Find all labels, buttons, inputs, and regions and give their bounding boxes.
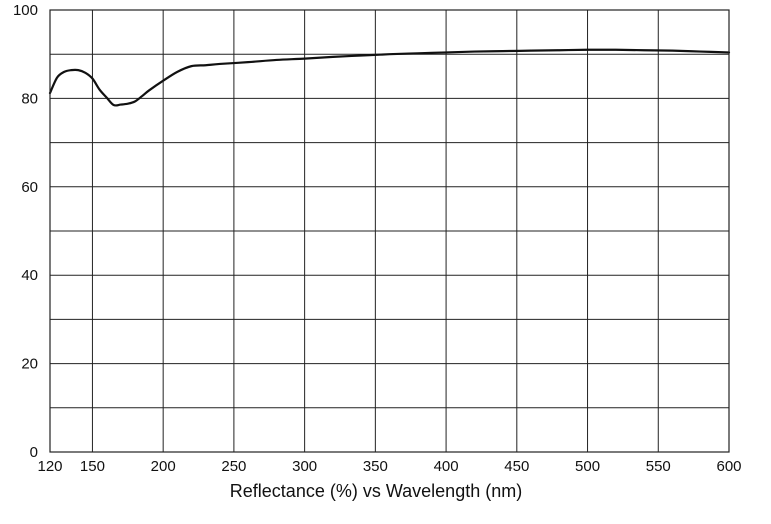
y-tick-label-0: 0 [30, 444, 38, 461]
x-tick-label-350: 350 [363, 458, 388, 475]
y-tick-labels: 0 20 40 60 80 100 [13, 2, 38, 461]
y-tick-label-60: 60 [21, 179, 38, 196]
x-axis-title: Reflectance (%) vs Wavelength (nm) [230, 481, 522, 501]
x-tick-label-200: 200 [151, 458, 176, 475]
x-tick-label-120: 120 [37, 458, 62, 475]
y-tick-label-20: 20 [21, 356, 38, 373]
grid-layer [49, 9, 730, 453]
x-tick-labels: 120 150 200 250 300 350 400 450 500 550 600 [37, 458, 741, 475]
series-layer [48, 48, 731, 107]
plot-frame [49, 9, 730, 453]
x-tick-label-150: 150 [80, 458, 105, 475]
y-tick-label-80: 80 [21, 90, 38, 107]
series-line-0 [48, 48, 731, 107]
x-tick-label-400: 400 [434, 458, 459, 475]
y-tick-label-100: 100 [13, 2, 38, 19]
x-tick-label-450: 450 [504, 458, 529, 475]
y-tick-label-40: 40 [21, 267, 38, 284]
x-tick-label-600: 600 [716, 458, 741, 475]
x-tick-label-500: 500 [575, 458, 600, 475]
x-tick-label-550: 550 [646, 458, 671, 475]
x-tick-label-250: 250 [221, 458, 246, 475]
plot-frame-layer [49, 9, 730, 453]
x-tick-label-300: 300 [292, 458, 317, 475]
